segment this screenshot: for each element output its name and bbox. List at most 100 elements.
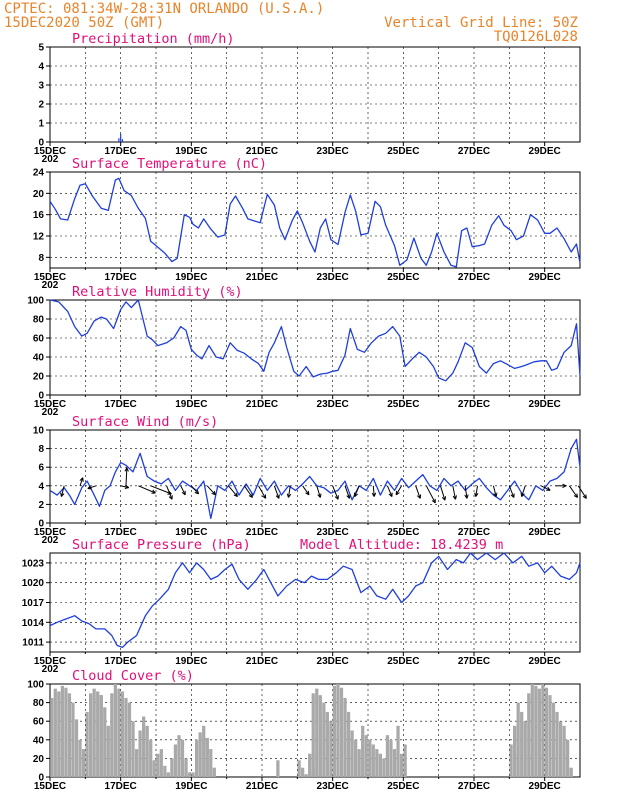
wind-vector <box>302 485 310 496</box>
wind-vector <box>273 485 280 499</box>
data-bar <box>177 735 181 777</box>
data-bar <box>53 688 57 777</box>
x-cutoff-label: 202 <box>42 535 59 546</box>
y-tick-label: 1020 <box>22 578 45 589</box>
data-bar <box>530 684 534 777</box>
wind-vector <box>464 485 469 499</box>
data-bar <box>569 767 573 777</box>
y-tick-label: 20 <box>33 754 45 765</box>
wind-vector <box>395 485 402 496</box>
data-bar <box>89 693 93 777</box>
wind-vector <box>316 485 322 498</box>
data-bar <box>50 697 54 777</box>
y-tick-label: 5 <box>38 43 44 54</box>
data-bar <box>198 732 202 777</box>
data-bar <box>396 725 400 777</box>
wind-vector <box>124 467 129 486</box>
data-bar <box>378 753 382 777</box>
y-tick-label: 100 <box>27 680 44 691</box>
x-cutoff-label: 202 <box>42 407 59 418</box>
wind-vector <box>492 485 498 497</box>
data-bar <box>364 735 368 777</box>
x-tick-label: 29DEC <box>529 399 561 410</box>
series-line <box>49 438 581 520</box>
wind-vector <box>332 485 339 500</box>
wind-vector <box>79 477 84 486</box>
data-bar <box>534 685 538 777</box>
panel-3: 0 20 40 60 80 100 15DEC 17DEC 19DEC 21DEC 23DEC 25D… <box>27 284 581 418</box>
data-bar <box>357 749 361 777</box>
x-tick-label: 29DEC <box>529 146 561 157</box>
wind-vector <box>120 484 130 490</box>
data-bar <box>399 753 404 777</box>
data-bar <box>385 735 390 777</box>
y-tick-label: 12 <box>33 232 45 243</box>
x-tick-label: 19DEC <box>175 272 207 283</box>
data-bar <box>548 695 552 777</box>
wind-vector <box>60 485 65 497</box>
y-tick-label: 60 <box>33 717 45 728</box>
x-tick-label: 19DEC <box>175 781 207 792</box>
data-bar <box>318 695 322 777</box>
plot-frame <box>49 429 581 524</box>
y-tick-label: 1017 <box>22 598 45 609</box>
wind-vector <box>425 485 436 504</box>
y-tick-label: 10 <box>33 426 45 437</box>
panel-title: Cloud Cover (%) <box>72 668 194 684</box>
x-tick-label: 21DEC <box>246 399 278 410</box>
data-bar <box>113 684 117 777</box>
wind-vector <box>258 485 267 499</box>
data-bar <box>527 693 531 777</box>
x-tick-label: 21DEC <box>246 656 278 667</box>
data-bar <box>537 688 541 777</box>
wind-vector <box>344 485 351 499</box>
header-line1-left: CPTEC: 081:34W-28:31N ORLANDO (U.S.A.) <box>4 1 324 17</box>
data-bar <box>173 744 178 777</box>
data-bar <box>350 730 354 777</box>
data-bar <box>121 139 124 142</box>
data-bar <box>558 721 563 777</box>
x-tick-label: 27DEC <box>458 272 490 283</box>
data-bar <box>120 133 122 142</box>
data-bar <box>339 687 344 777</box>
data-bar <box>71 702 75 777</box>
data-bar <box>371 744 375 777</box>
data-bar <box>127 702 132 777</box>
x-tick-label: 15DEC <box>34 656 66 667</box>
x-tick-label: 23DEC <box>317 656 349 667</box>
panel-1: 0 1 2 3 4 5 15DEC 17DEC 19DEC 21DEC 23DEC 25DEC 27DE… <box>34 31 581 165</box>
data-bar <box>332 685 337 777</box>
data-bar <box>513 725 517 777</box>
y-tick-label: 60 <box>33 334 45 345</box>
data-bar <box>389 739 393 777</box>
x-tick-label: 23DEC <box>317 399 349 410</box>
data-bar <box>403 744 407 777</box>
data-bar <box>551 702 556 777</box>
data-bar <box>297 760 301 777</box>
y-tick-label: 80 <box>33 315 45 326</box>
x-tick-label: 27DEC <box>458 527 490 538</box>
data-bar <box>311 693 315 777</box>
wind-vector <box>286 485 292 498</box>
data-bar <box>118 138 120 142</box>
data-bar <box>103 707 107 777</box>
series-line <box>49 177 581 268</box>
wind-vector <box>540 485 551 491</box>
y-tick-label: 0 <box>38 773 44 784</box>
wind-vector <box>452 485 457 500</box>
wind-vector <box>386 485 393 497</box>
x-tick-label: 19DEC <box>175 527 207 538</box>
data-bar <box>325 711 329 777</box>
series-line <box>49 299 581 382</box>
data-bar <box>276 760 280 777</box>
y-tick-label: 40 <box>33 353 45 364</box>
x-tick-label: 27DEC <box>458 146 490 157</box>
data-bar <box>152 760 156 777</box>
y-tick-label: 80 <box>33 698 45 709</box>
wind-vector <box>206 485 216 496</box>
panel-5: 1011 1014 1017 1020 1023 15DEC 17DEC 19DEC 21DEC… <box>22 537 581 675</box>
data-bar <box>81 749 86 777</box>
y-tick-label: 0 <box>38 138 44 149</box>
plot-frame <box>49 46 581 143</box>
